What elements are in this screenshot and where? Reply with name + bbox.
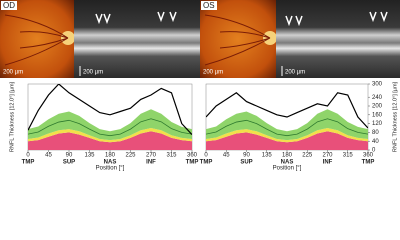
x-tick-label: 90 bbox=[66, 153, 73, 159]
x-tick-label: 135 bbox=[262, 153, 273, 159]
scale-label: 200 µm bbox=[285, 70, 305, 76]
x-tick-label: 135 bbox=[84, 153, 95, 159]
region-label: INF bbox=[146, 160, 156, 166]
x-tick-label: 225 bbox=[125, 153, 136, 159]
scale-label: 200 µm bbox=[83, 70, 103, 76]
norm-band bbox=[28, 131, 192, 150]
x-tick-label: 0 bbox=[26, 153, 30, 159]
x-tick-label: 315 bbox=[343, 153, 354, 159]
eye-label: OS bbox=[203, 1, 215, 10]
y-axis-label: RNFL Thickness [12.0°] [µm] bbox=[9, 81, 15, 152]
x-tick-label: 45 bbox=[45, 153, 52, 159]
y-tick-label: 0 bbox=[372, 148, 376, 154]
vessels bbox=[4, 14, 69, 66]
x-tick-label: 225 bbox=[302, 153, 313, 159]
y-tick-label: 80 bbox=[372, 130, 379, 136]
y-tick-label: 120 bbox=[372, 121, 383, 127]
y-tick-label: 40 bbox=[372, 139, 379, 145]
oct-scan bbox=[276, 0, 400, 78]
y-tick-label: 300 bbox=[372, 82, 383, 88]
region-label: INF bbox=[323, 160, 333, 166]
figure: OD 200 µm 200 µm OS 200 µm 200 µm 0 45 90 1… bbox=[0, 0, 400, 172]
x-axis-label: Position [°] bbox=[96, 166, 125, 172]
label-box bbox=[201, 1, 217, 10]
arrows bbox=[285, 11, 388, 27]
oct-scan bbox=[74, 0, 200, 78]
arrows bbox=[95, 11, 177, 25]
y-tick-label: 160 bbox=[372, 112, 383, 118]
vessels bbox=[204, 14, 271, 66]
norm-band bbox=[28, 128, 192, 143]
x-axis-label: Position [°] bbox=[273, 166, 302, 172]
region-label: SUP bbox=[63, 160, 75, 166]
x-tick-label: 270 bbox=[322, 153, 333, 159]
x-tick-label: 180 bbox=[105, 153, 116, 159]
norm-band bbox=[206, 128, 368, 143]
scale-label: 200 µm bbox=[203, 70, 223, 76]
region-label: TMP bbox=[362, 160, 375, 166]
region-label: TMP bbox=[186, 160, 199, 166]
od-images: OD 200 µm 200 µm bbox=[0, 0, 200, 78]
label-box bbox=[1, 1, 17, 10]
y-axis-label: RNFL Thickness [12.0°] [µm] bbox=[392, 81, 398, 152]
norm-band bbox=[206, 109, 368, 141]
y-tick-label: 200 bbox=[372, 104, 383, 110]
region-label: TMP bbox=[22, 160, 35, 166]
scale-label: 200 µm bbox=[3, 70, 23, 76]
x-tick-label: 0 bbox=[204, 153, 208, 159]
thickness-line bbox=[28, 84, 192, 136]
x-tick-label: 360 bbox=[187, 153, 198, 159]
x-tick-label: 45 bbox=[223, 153, 230, 159]
x-tick-label: 270 bbox=[146, 153, 157, 159]
region-label: SUP bbox=[240, 160, 252, 166]
x-tick-label: 90 bbox=[243, 153, 250, 159]
y-tick-label: 240 bbox=[372, 95, 383, 101]
region-label: NAS bbox=[281, 160, 294, 166]
x-tick-label: 315 bbox=[166, 153, 177, 159]
x-tick-label: 180 bbox=[282, 153, 293, 159]
norm-band bbox=[206, 131, 368, 150]
norm-band bbox=[28, 109, 192, 141]
region-label: TMP bbox=[200, 160, 213, 166]
eye-label: OD bbox=[3, 1, 15, 10]
os-images: OS 200 µm 200 µm bbox=[200, 0, 400, 78]
thickness-line bbox=[206, 92, 368, 129]
thickness-line bbox=[28, 118, 192, 137]
x-tick-label: 360 bbox=[363, 153, 374, 159]
region-label: NAS bbox=[104, 160, 117, 166]
thickness-line bbox=[206, 118, 368, 137]
